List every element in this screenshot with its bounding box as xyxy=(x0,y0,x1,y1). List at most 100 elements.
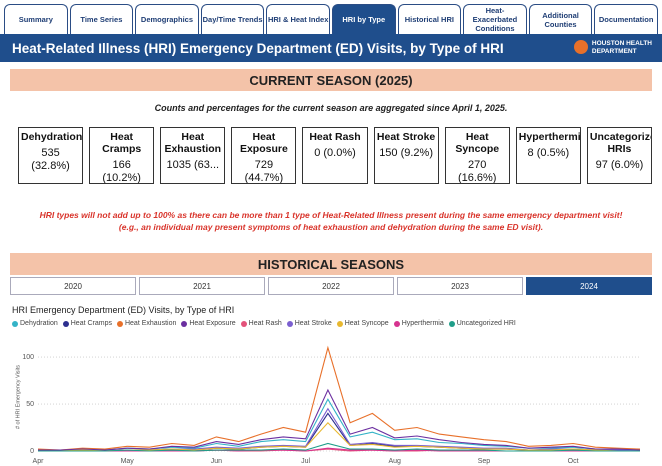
legend-swatch xyxy=(448,320,455,327)
chart: # of HRI Emergency Visits 0 50 100 Apr May Jun… xyxy=(15,345,641,465)
legend-item: Heat Syncope xyxy=(336,320,389,327)
warning-line: HRI types will not add up to 100% as the… xyxy=(39,210,623,220)
legend-item: Hyperthermia xyxy=(393,320,444,327)
card-label: Uncategorized HRIs xyxy=(589,131,651,155)
stat-card: Heat Syncope 270 (16.6%) xyxy=(444,127,510,184)
year-button[interactable]: 2020 xyxy=(10,277,136,295)
card-value: 150 (9.2%) xyxy=(379,147,433,159)
legend-item: Heat Cramps xyxy=(62,320,112,327)
card-value: 8 (0.5%) xyxy=(527,147,570,159)
card-label: Heat Rash xyxy=(309,131,361,143)
year-button[interactable]: 2024 xyxy=(526,277,652,295)
legend-swatch xyxy=(240,320,247,327)
series-line xyxy=(37,345,641,451)
x-tick-label: May xyxy=(121,458,135,465)
x-tick-label: Jun xyxy=(211,458,222,465)
card-value: 0 (0.0%) xyxy=(314,147,356,159)
card-label: Dehydration xyxy=(21,131,83,143)
section-heading: CURRENT SEASON (2025) xyxy=(10,69,652,91)
legend-label: Heat Syncope xyxy=(344,320,389,327)
page-title: Heat-Related Illness (HRI) Emergency Dep… xyxy=(12,41,504,56)
legend-label: Heat Exhaustion xyxy=(124,320,177,327)
legend-swatch xyxy=(116,320,123,327)
card-label: Heat Exposure xyxy=(239,131,288,155)
year-selector: 2020 2021 2022 2023 2024 xyxy=(10,277,652,295)
section-heading: HISTORICAL SEASONS xyxy=(10,253,652,275)
series-line xyxy=(37,398,641,452)
series-line xyxy=(38,388,641,451)
legend: Dehydration Heat Cramps Heat Exhaustion Hea… xyxy=(12,320,516,327)
x-tick-label: Aug xyxy=(389,458,402,465)
card-label: Hyperthermia xyxy=(518,131,581,143)
year-button[interactable]: 2021 xyxy=(139,277,265,295)
nav-tab[interactable]: Time Series xyxy=(69,4,134,34)
legend-item: Uncategorized HRI xyxy=(448,320,516,327)
chart-title: HRI Emergency Department (ED) Visits, by… xyxy=(12,305,235,315)
card-value: 97 (6.0%) xyxy=(595,159,644,171)
stat-card: Dehydration 535 (32.8%) xyxy=(18,127,84,184)
series-line xyxy=(38,442,640,452)
nav-tab[interactable]: Additional Counties xyxy=(528,4,593,34)
warning-line: (e.g., an individual may present symptom… xyxy=(118,222,544,232)
logo-text: DEPARTMENT xyxy=(591,48,637,55)
legend-label: Heat Cramps xyxy=(70,320,112,327)
legend-label: Hyperthermia xyxy=(401,320,444,327)
card-value: 1035 (63... xyxy=(166,159,220,171)
stat-card: Heat Stroke 150 (9.2%) xyxy=(373,127,439,184)
stat-card: Heat Exposure 729 (44.7%) xyxy=(231,127,297,184)
nav-tab[interactable]: HRI by Type xyxy=(331,4,396,34)
nav-tab[interactable]: Demographics xyxy=(135,4,199,34)
stat-card: Heat Cramps 166 (10.2%) xyxy=(89,127,155,184)
legend-label: Heat Exposure xyxy=(189,320,236,327)
nav-tab[interactable]: HRI & Heat Index xyxy=(266,4,330,34)
tab-bar: Summary Time Series Demographics Day/Time T… xyxy=(0,4,662,34)
y-tick-label: 0 xyxy=(30,448,34,455)
x-tick-label: Sep xyxy=(478,458,491,465)
legend-item: Heat Exposure xyxy=(181,320,236,327)
legend-label: Heat Rash xyxy=(248,320,282,327)
legend-item: Heat Rash xyxy=(240,320,282,327)
nav-tab[interactable]: Historical HRI xyxy=(397,4,462,34)
legend-item: Heat Stroke xyxy=(286,320,332,327)
nav-tab[interactable]: Day/Time Trends xyxy=(200,4,265,34)
nav-tab[interactable]: Documentation xyxy=(594,4,658,34)
y-tick-label: 100 xyxy=(22,354,34,361)
logo-text: HOUSTON HEALTH xyxy=(591,40,652,47)
stat-card: Heat Exhaustion 1035 (63... xyxy=(160,127,226,184)
card-value: 166 (10.2%) xyxy=(102,159,141,184)
legend-item: Dehydration xyxy=(12,320,58,327)
y-tick-label: 50 xyxy=(26,401,34,408)
legend-swatch xyxy=(62,320,69,327)
warning: HRI types will not add up to 100% as the… xyxy=(0,209,662,233)
nav-tab[interactable]: Summary xyxy=(4,4,68,34)
card-value: 729 (44.7%) xyxy=(244,159,284,184)
year-button[interactable]: 2023 xyxy=(397,277,523,295)
card-label: Heat Exhaustion xyxy=(164,131,222,155)
card-row: Dehydration 535 (32.8%) Heat Cramps 166 (10… xyxy=(18,127,652,184)
logo: HOUSTON HEALTH DEPARTMENT xyxy=(573,40,652,56)
title-bar: Heat-Related Illness (HRI) Emergency Dep… xyxy=(0,34,662,62)
card-value: 535 (32.8%) xyxy=(31,147,70,172)
stat-card: Uncategorized HRIs 97 (6.0%) xyxy=(586,127,652,184)
x-tick-label: Apr xyxy=(33,458,45,465)
legend-swatch xyxy=(181,320,188,327)
legend-label: Dehydration xyxy=(20,320,58,327)
legend-swatch xyxy=(12,320,18,327)
legend-item: Heat Exhaustion xyxy=(116,320,177,327)
y-axis-label: # of HRI Emergency Visits xyxy=(15,365,21,429)
card-label: Heat Syncope xyxy=(455,131,500,155)
note: Counts and percentages for the current s… xyxy=(154,103,508,113)
x-tick-label: Jul xyxy=(301,458,310,465)
legend-swatch xyxy=(286,320,293,327)
card-value: 270 (16.6%) xyxy=(457,159,497,184)
legend-swatch xyxy=(336,320,343,327)
stat-card: Heat Rash 0 (0.0%) xyxy=(302,127,368,184)
year-button[interactable]: 2022 xyxy=(268,277,394,295)
legend-label: Heat Stroke xyxy=(294,320,332,327)
legend-label: Uncategorized HRI xyxy=(456,320,516,327)
nav-tab[interactable]: Heat-Exacerbated Conditions xyxy=(463,4,527,34)
card-label: Heat Stroke xyxy=(376,131,436,143)
stat-card: Hyperthermia 8 (0.5%) xyxy=(515,127,581,184)
legend-swatch xyxy=(393,320,400,327)
